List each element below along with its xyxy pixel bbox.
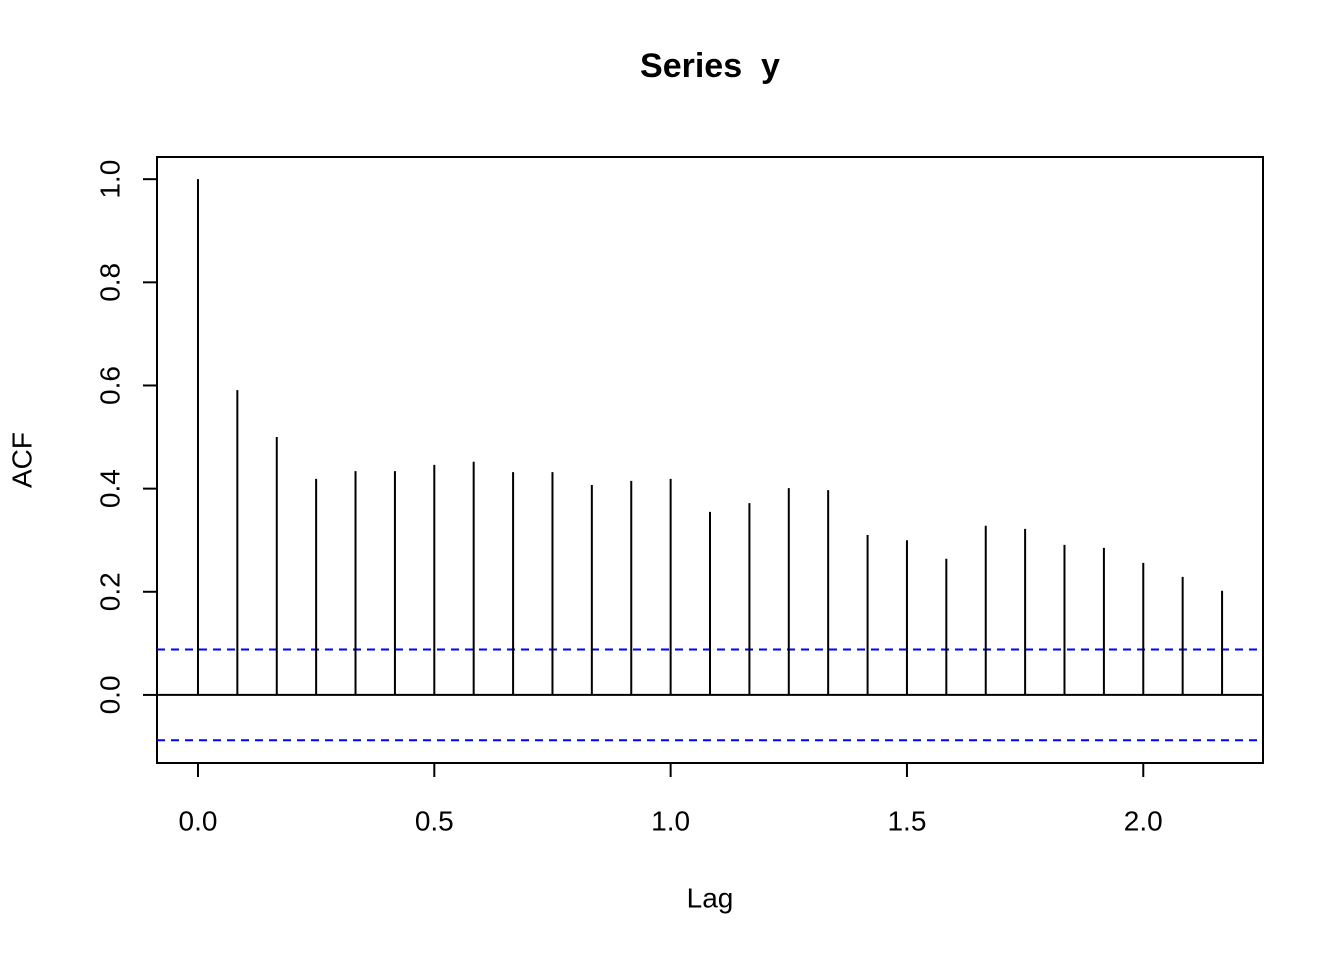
y-tick-label: 0.2	[94, 572, 125, 611]
y-tick-label: 0.8	[94, 263, 125, 302]
y-tick-label: 0.4	[94, 469, 125, 508]
y-axis-label: ACF	[6, 432, 37, 488]
x-tick-label: 0.5	[415, 805, 454, 836]
y-tick-label: 0.6	[94, 366, 125, 405]
y-tick-label: 1.0	[94, 160, 125, 199]
y-tick-label: 0.0	[94, 675, 125, 714]
x-tick-label: 2.0	[1124, 805, 1163, 836]
x-tick-label: 1.0	[651, 805, 690, 836]
chart-title: Series y	[640, 47, 780, 85]
x-tick-label: 1.5	[887, 805, 926, 836]
plot-frame	[156, 156, 1264, 764]
x-axis-label: Lag	[687, 882, 734, 913]
x-tick-label: 0.0	[179, 805, 218, 836]
